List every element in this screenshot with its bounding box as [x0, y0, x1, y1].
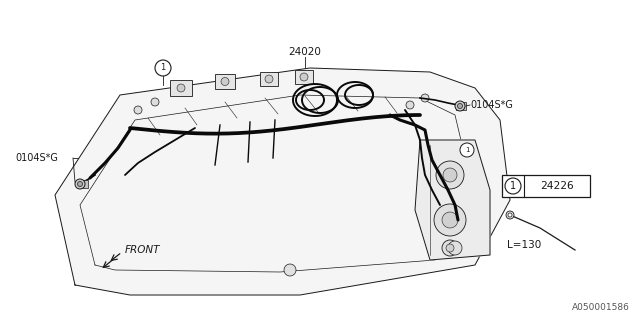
Circle shape: [300, 73, 308, 81]
Circle shape: [421, 94, 429, 102]
Bar: [456, 102, 466, 110]
Circle shape: [443, 168, 457, 182]
Circle shape: [506, 211, 514, 219]
Text: 24020: 24020: [289, 47, 321, 57]
Circle shape: [284, 264, 296, 276]
Text: 24226: 24226: [540, 181, 574, 191]
Bar: [215, 74, 235, 89]
Circle shape: [177, 84, 185, 92]
Text: 0104S*G: 0104S*G: [15, 153, 58, 163]
Bar: [170, 80, 192, 96]
Circle shape: [436, 161, 464, 189]
Text: 1: 1: [465, 147, 469, 153]
Text: 0104S*G: 0104S*G: [470, 100, 513, 110]
Text: L=130: L=130: [507, 240, 541, 250]
Bar: [295, 70, 313, 84]
Circle shape: [134, 106, 142, 114]
Bar: [78, 180, 88, 188]
Polygon shape: [55, 68, 510, 295]
Circle shape: [265, 75, 273, 83]
Circle shape: [458, 103, 463, 108]
Circle shape: [446, 244, 454, 252]
Text: FRONT: FRONT: [125, 245, 161, 255]
Circle shape: [406, 101, 414, 109]
Circle shape: [442, 212, 458, 228]
Circle shape: [75, 179, 85, 189]
Circle shape: [434, 204, 466, 236]
Circle shape: [460, 143, 474, 157]
Circle shape: [442, 240, 458, 256]
Circle shape: [77, 181, 83, 187]
Circle shape: [155, 60, 171, 76]
Text: A050001586: A050001586: [572, 303, 630, 312]
Polygon shape: [415, 140, 490, 260]
Circle shape: [505, 178, 521, 194]
Circle shape: [448, 241, 462, 255]
Text: 1: 1: [510, 181, 516, 191]
Circle shape: [221, 77, 229, 85]
Bar: [260, 72, 278, 86]
Circle shape: [455, 101, 465, 111]
Bar: [502, 175, 590, 197]
Circle shape: [508, 213, 512, 217]
Text: 1: 1: [161, 63, 166, 73]
Circle shape: [151, 98, 159, 106]
